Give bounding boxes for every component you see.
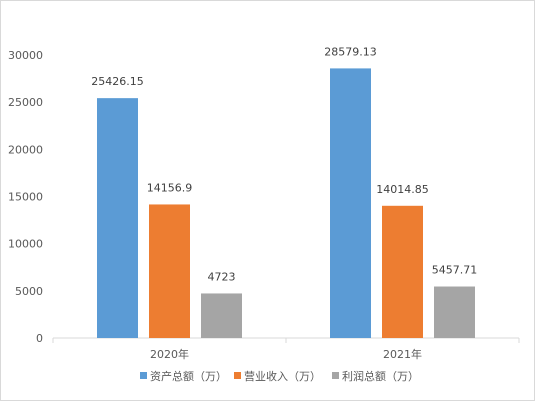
data-label: 5457.71 <box>432 264 478 277</box>
y-tick-label: 25000 <box>8 96 43 109</box>
bar <box>149 204 190 338</box>
data-label: 14156.9 <box>147 181 193 194</box>
bar <box>97 98 138 338</box>
x-tick-label: 2020年 <box>150 347 189 361</box>
legend-label: 营业收入（万） <box>244 369 321 383</box>
x-axis-labels: 2020年 2021年 <box>52 338 520 361</box>
legend-label: 资产总额（万） <box>150 369 227 383</box>
y-tick-label: 15000 <box>8 191 43 204</box>
bar <box>201 293 242 338</box>
legend: 资产总额（万） 营业收入（万） 利润总额（万） <box>140 369 419 383</box>
data-label: 28579.13 <box>324 45 377 58</box>
bar <box>382 205 423 338</box>
bar <box>434 286 475 338</box>
data-label: 14014.85 <box>376 183 429 196</box>
y-tick-label: 10000 <box>8 238 43 251</box>
legend-swatch <box>140 372 147 379</box>
y-tick-label: 0 <box>36 332 43 345</box>
y-tick-label: 5000 <box>15 285 43 298</box>
y-tick-label: 20000 <box>8 143 43 156</box>
legend-label: 利润总额（万） <box>342 369 419 383</box>
legend-swatch <box>332 372 339 379</box>
y-tick-label: 30000 <box>8 49 43 62</box>
data-label: 25426.15 <box>91 75 144 88</box>
y-axis: 0 5000 10000 15000 20000 25000 30000 <box>8 49 43 345</box>
x-tick-label: 2021年 <box>383 347 422 361</box>
data-label: 4723 <box>208 270 236 283</box>
legend-swatch <box>234 372 241 379</box>
bar <box>330 68 371 339</box>
bars: 25426.15 14156.9 4723 28579.13 14014.85 5457.… <box>91 45 478 339</box>
